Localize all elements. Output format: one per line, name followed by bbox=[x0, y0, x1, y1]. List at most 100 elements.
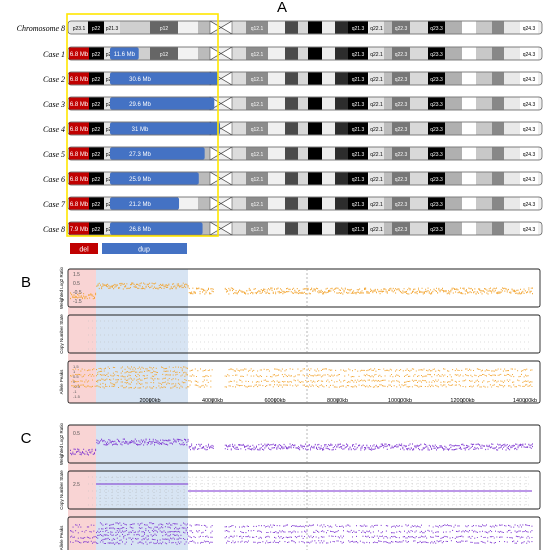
band-shading bbox=[232, 72, 246, 85]
band-shading bbox=[476, 97, 492, 110]
band-shading bbox=[298, 147, 308, 160]
x-axis-tick-label: 60000kb bbox=[264, 398, 285, 404]
x-axis-tick-label: 80000kb bbox=[327, 398, 348, 404]
band-label: q12.1 bbox=[251, 177, 264, 183]
band-shading bbox=[322, 147, 335, 160]
band-shading bbox=[504, 122, 520, 135]
band-label: q12.1 bbox=[251, 227, 264, 233]
band-shading bbox=[492, 197, 504, 210]
case-row: Case 7p23.1p22p21.3p12q12.1q21.3q22.1q22… bbox=[43, 196, 543, 211]
band-label: q23.3 bbox=[430, 52, 443, 58]
band-block bbox=[348, 197, 368, 210]
band-shading bbox=[335, 47, 348, 60]
band-block bbox=[369, 147, 384, 160]
band-block bbox=[88, 222, 104, 235]
band-shading bbox=[476, 147, 492, 160]
band-shading bbox=[335, 222, 348, 235]
band-label: q23.3 bbox=[430, 77, 443, 83]
band-shading bbox=[308, 147, 322, 160]
allele-tick: -1 bbox=[73, 389, 77, 394]
legend-dup-swatch bbox=[102, 243, 187, 254]
band-shading bbox=[285, 122, 298, 135]
weighted-tick: -0.5 bbox=[73, 290, 82, 296]
band-label: q24.3 bbox=[523, 52, 536, 58]
band-shading bbox=[410, 122, 428, 135]
band-block bbox=[369, 197, 384, 210]
deletion-region-shade bbox=[68, 425, 96, 550]
band-label: q21.3 bbox=[352, 26, 365, 32]
band-shading bbox=[322, 172, 335, 185]
band-label: q22.1 bbox=[370, 52, 383, 58]
band-block bbox=[428, 147, 445, 160]
band-shading bbox=[298, 197, 308, 210]
allele-tick: 0.5 bbox=[73, 374, 79, 379]
band-shading bbox=[384, 47, 392, 60]
band-block bbox=[520, 147, 538, 160]
band-shading bbox=[504, 47, 520, 60]
band-label: q12.1 bbox=[251, 26, 264, 32]
band-shading bbox=[268, 222, 285, 235]
band-block bbox=[428, 97, 445, 110]
band-shading bbox=[232, 222, 246, 235]
allele-tick: -1.5 bbox=[73, 394, 81, 399]
band-block bbox=[369, 222, 384, 235]
panel-label-b: B bbox=[21, 274, 31, 291]
band-block bbox=[428, 21, 445, 34]
band-block bbox=[348, 72, 368, 85]
band-label: q22.1 bbox=[370, 77, 383, 83]
band-block bbox=[392, 222, 410, 235]
weighted-log2-ratio-track bbox=[67, 268, 541, 308]
track-axis-label: Copy Number State bbox=[59, 314, 64, 354]
band-shading bbox=[198, 172, 210, 185]
band-shading bbox=[410, 222, 428, 235]
band-shading bbox=[445, 172, 462, 185]
band-label: q24.3 bbox=[523, 227, 536, 233]
band-block bbox=[150, 47, 178, 60]
band-label: q21.3 bbox=[352, 102, 365, 108]
band-block bbox=[520, 172, 538, 185]
x-axis-tick-label: 40000kb bbox=[202, 398, 223, 404]
band-shading bbox=[410, 197, 428, 210]
band-shading bbox=[285, 197, 298, 210]
allele-peak-points bbox=[70, 366, 533, 389]
band-label: q12.1 bbox=[251, 77, 264, 83]
band-label: q23.3 bbox=[430, 102, 443, 108]
band-label: q12.1 bbox=[251, 202, 264, 208]
band-shading bbox=[232, 122, 246, 135]
copy-number-state-track bbox=[67, 470, 541, 510]
panel-label-a: A bbox=[277, 0, 287, 16]
panel-label-c: C bbox=[21, 430, 32, 447]
band-shading bbox=[504, 147, 520, 160]
band-label: q22.1 bbox=[370, 102, 383, 108]
band-shading bbox=[120, 21, 150, 34]
band-shading bbox=[298, 21, 308, 34]
allele-tick: -0.5 bbox=[73, 384, 81, 389]
band-block bbox=[348, 222, 368, 235]
band-shading bbox=[232, 97, 246, 110]
band-shading bbox=[504, 197, 520, 210]
band-shading bbox=[308, 197, 322, 210]
case-row: Case 3p23.1p22p21.3p12q12.1q21.3q22.1q22… bbox=[43, 96, 543, 111]
band-block bbox=[392, 197, 410, 210]
band-label: p22 bbox=[92, 52, 101, 58]
duplication-segment bbox=[110, 97, 215, 110]
band-label: p22 bbox=[92, 152, 101, 158]
band-label: q22.3 bbox=[395, 177, 408, 183]
band-label: p22 bbox=[92, 227, 101, 233]
band-shading bbox=[504, 97, 520, 110]
case-label: Case 2 bbox=[43, 75, 65, 84]
band-block bbox=[392, 47, 410, 60]
weighted-tick: 0.5 bbox=[73, 431, 80, 437]
case-label: Case 6 bbox=[43, 175, 65, 184]
band-label: q23.3 bbox=[430, 227, 443, 233]
band-shading bbox=[462, 47, 476, 60]
band-block bbox=[428, 222, 445, 235]
band-shading bbox=[268, 47, 285, 60]
band-block bbox=[88, 97, 104, 110]
band-block bbox=[246, 122, 268, 135]
band-shading bbox=[445, 197, 462, 210]
band-label: q23.3 bbox=[430, 202, 443, 208]
centromere-line bbox=[209, 196, 233, 211]
band-block bbox=[246, 197, 268, 210]
case-label: Case 8 bbox=[43, 225, 65, 234]
